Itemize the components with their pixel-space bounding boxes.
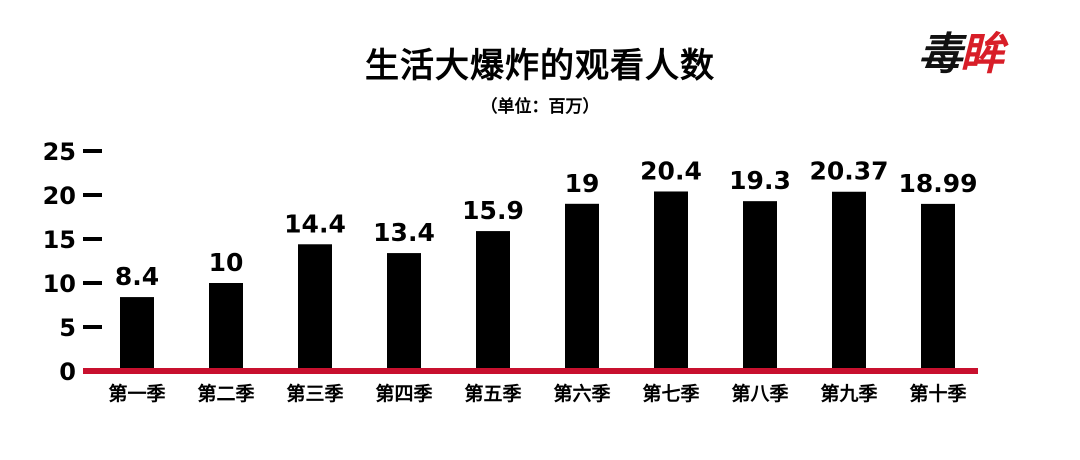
value-label-8: 19.3 <box>729 166 791 195</box>
bar-3 <box>298 244 332 371</box>
value-label-9: 20.37 <box>809 157 888 186</box>
bar-5 <box>476 231 510 371</box>
y-tick-label-0: 0 <box>59 358 76 386</box>
bar-9 <box>832 191 866 371</box>
value-label-3: 14.4 <box>284 209 346 238</box>
bar-4 <box>387 253 421 371</box>
category-label-4: 第四季 <box>375 382 432 405</box>
brand-logo-char-1: 毒 <box>918 29 962 80</box>
value-label-6: 19 <box>565 169 600 198</box>
category-label-9: 第九季 <box>820 382 877 405</box>
value-label-4: 13.4 <box>373 218 435 247</box>
bar-2 <box>209 283 243 371</box>
bar-7 <box>654 191 688 371</box>
bar-10 <box>921 203 955 371</box>
bar-8 <box>743 201 777 371</box>
y-tick-label-5: 5 <box>59 314 76 342</box>
category-label-8: 第八季 <box>731 382 788 405</box>
category-label-2: 第二季 <box>197 382 254 405</box>
chart-subtitle: （单位：百万） <box>480 97 600 117</box>
category-label-5: 第五季 <box>464 382 521 405</box>
value-label-5: 15.9 <box>462 196 524 225</box>
value-label-7: 20.4 <box>640 156 702 185</box>
category-label-3: 第三季 <box>286 382 343 405</box>
brand-logo-char-2: 眸 <box>960 29 1004 80</box>
y-tick-label-15: 15 <box>43 226 76 254</box>
y-tick-label-10: 10 <box>43 270 76 298</box>
bar-1 <box>120 297 154 371</box>
category-label-6: 第六季 <box>553 382 610 405</box>
brand-logo: 毒眸 <box>918 18 1004 82</box>
chart-title: 生活大爆炸的观看人数 <box>365 46 715 86</box>
bar-6 <box>565 203 599 371</box>
category-label-10: 第十季 <box>909 382 966 405</box>
value-label-1: 8.4 <box>115 262 159 291</box>
category-label-7: 第七季 <box>642 382 699 405</box>
y-tick-label-25: 25 <box>43 138 76 166</box>
y-tick-label-20: 20 <box>43 182 76 210</box>
category-label-1: 第一季 <box>108 382 165 405</box>
value-label-2: 10 <box>209 248 244 277</box>
value-label-10: 18.99 <box>898 169 977 198</box>
